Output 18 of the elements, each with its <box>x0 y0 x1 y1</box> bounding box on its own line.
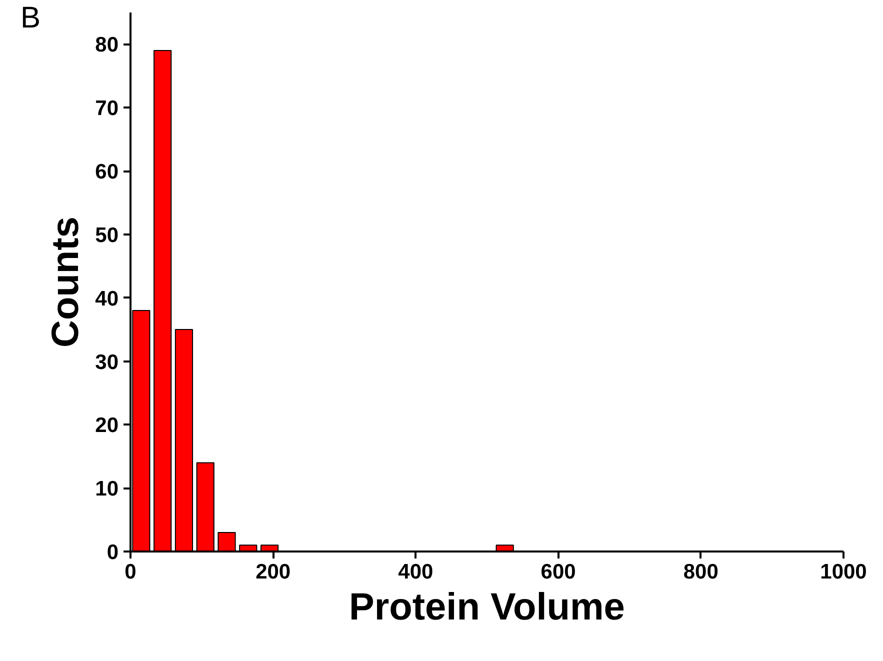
x-tick-label: 200 <box>256 560 291 584</box>
x-tick-label: 0 <box>124 560 136 584</box>
y-tick-label: 20 <box>95 414 118 438</box>
y-tick-label: 0 <box>106 541 119 564</box>
y-tick-label: 10 <box>95 478 118 501</box>
y-tick-label: 60 <box>95 160 118 184</box>
x-tick-label: 1000 <box>820 560 867 584</box>
x-tick-label: 600 <box>540 560 576 584</box>
y-tick-label: 70 <box>95 97 118 120</box>
x-tick-label: 800 <box>683 560 718 584</box>
x-tick-label: 400 <box>398 560 434 584</box>
y-tick-label: 50 <box>95 224 118 247</box>
text: B <box>20 2 41 34</box>
y-tick-label: 80 <box>95 34 118 57</box>
x-axis-title: Protein Volume <box>349 586 625 628</box>
y-tick-label: 30 <box>95 350 118 374</box>
y-tick-label: 40 <box>95 287 118 310</box>
y-axis-title: Counts <box>45 216 88 348</box>
